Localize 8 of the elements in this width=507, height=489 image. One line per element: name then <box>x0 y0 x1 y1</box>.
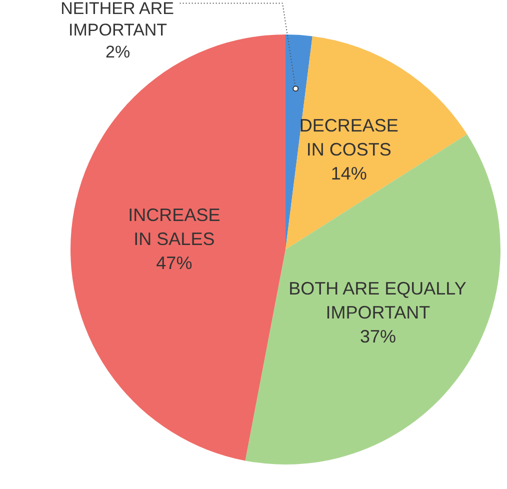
slice-label: NEITHER ARE IMPORTANT <box>60 0 174 40</box>
data-label: 37% <box>360 326 396 346</box>
slice-label: INCREASE IN SALES <box>128 204 220 249</box>
data-label: 14% <box>330 164 367 184</box>
slice-label: BOTH ARE EQUALLY IMPORTANT <box>288 278 466 322</box>
data-label: 47% <box>156 252 192 273</box>
slice-label: DECREASE IN COSTS <box>299 116 398 160</box>
data-label: 2% <box>106 42 130 62</box>
